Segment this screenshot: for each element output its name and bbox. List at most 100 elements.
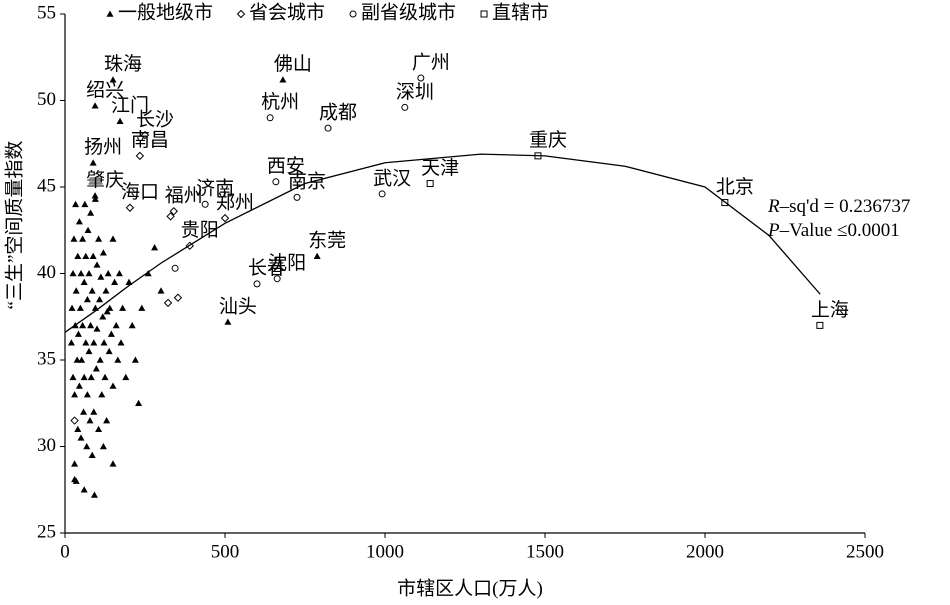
- marker-triangle: [112, 321, 120, 329]
- marker-triangle: [91, 304, 99, 311]
- marker-triangle: [80, 486, 88, 493]
- marker-triangle: [313, 252, 321, 259]
- marker-triangle: [91, 195, 99, 202]
- marker-triangle: [125, 278, 133, 285]
- legend-label: 一般地级市: [118, 1, 213, 23]
- marker-triangle: [70, 235, 78, 242]
- marker-triangle: [77, 434, 85, 441]
- marker-triangle: [79, 321, 87, 329]
- point-label: 珠海: [104, 53, 142, 75]
- marker-diamond: [220, 213, 230, 223]
- marker-triangle: [144, 270, 152, 277]
- marker-triangle: [71, 391, 79, 398]
- annotation: P–Value ≤0.0001: [767, 220, 900, 241]
- legend-label: 省会城市: [249, 1, 325, 23]
- y-tick-label: 35: [37, 348, 56, 369]
- marker-triangle: [157, 287, 165, 294]
- marker-diamond: [140, 130, 150, 140]
- marker-triangle: [80, 278, 88, 285]
- marker-circle: [201, 200, 209, 208]
- point-label: 肇庆: [86, 169, 124, 191]
- point-label: 西安: [267, 155, 305, 177]
- annotation-italic: P: [767, 220, 780, 241]
- marker-triangle: [85, 347, 93, 355]
- marker-triangle: [87, 321, 95, 329]
- marker-triangle: [93, 261, 101, 268]
- marker-triangle: [82, 252, 90, 259]
- marker-triangle: [77, 270, 85, 277]
- marker-square: [816, 321, 824, 329]
- marker-triangle: [90, 408, 98, 415]
- marker-triangle: [100, 339, 108, 346]
- point-label: 济南: [196, 178, 234, 200]
- x-tick-label: 0: [60, 541, 70, 562]
- marker-triangle: [76, 304, 84, 311]
- y-tick-label: 40: [37, 262, 56, 283]
- annotation-italic: R: [767, 196, 780, 217]
- y-tick-label: 30: [37, 435, 56, 456]
- marker-triangle: [115, 270, 123, 277]
- marker-triangle: [85, 270, 93, 277]
- point-label: 深圳: [396, 81, 434, 103]
- marker-triangle: [68, 304, 76, 311]
- y-axis-label: “三生”空间质量指数: [3, 141, 25, 310]
- marker-triangle: [96, 295, 104, 303]
- marker-triangle: [93, 325, 101, 332]
- marker-triangle: [131, 356, 139, 363]
- point-label: 长沙: [136, 108, 174, 130]
- marker-triangle: [128, 321, 136, 329]
- y-tick-label: 50: [37, 89, 56, 110]
- marker-triangle: [95, 235, 103, 242]
- marker-circle: [324, 124, 332, 132]
- marker-triangle: [117, 339, 125, 346]
- y-tick-label: 45: [37, 175, 56, 196]
- marker-triangle: [122, 373, 130, 381]
- marker-triangle: [90, 491, 98, 498]
- annotation: R–sq'd = 0.236737: [767, 196, 910, 217]
- point-label: 福州: [165, 185, 203, 207]
- marker-triangle: [82, 339, 90, 346]
- point-label: 郑州: [216, 191, 254, 213]
- y-tick-label: 55: [37, 2, 56, 23]
- point-label: 海口: [121, 181, 159, 203]
- marker-triangle: [103, 417, 111, 424]
- marker-triangle: [104, 270, 112, 277]
- point-label: 成都: [319, 102, 357, 124]
- marker-triangle: [80, 373, 88, 381]
- marker-triangle: [114, 356, 122, 363]
- point-label: 重庆: [529, 129, 567, 151]
- marker-triangle: [95, 425, 103, 432]
- marker-triangle: [98, 391, 106, 398]
- annotation-text: –sq'd = 0.236737: [779, 196, 911, 217]
- point-label: 贵阳: [181, 219, 219, 241]
- x-tick-label: 500: [211, 541, 240, 562]
- marker-triangle: [81, 200, 89, 208]
- marker-triangle: [91, 102, 99, 109]
- marker-triangle: [71, 321, 79, 329]
- point-label: 天津: [421, 157, 459, 179]
- point-label: 扬州: [84, 136, 122, 158]
- fit-curve: [64, 153, 821, 333]
- marker-triangle: [99, 313, 107, 320]
- marker-triangle: [74, 252, 82, 259]
- marker-diamond: [169, 207, 179, 216]
- marker-circle: [253, 280, 261, 288]
- marker-triangle: [75, 382, 83, 389]
- marker-triangle: [107, 330, 115, 337]
- point-label: 武汉: [373, 167, 411, 189]
- marker-square: [534, 152, 542, 160]
- marker-triangle: [88, 451, 96, 458]
- point-label: 南昌: [131, 129, 169, 151]
- marker-triangle: [71, 460, 79, 467]
- marker-triangle: [109, 460, 117, 467]
- marker-square: [721, 199, 729, 207]
- marker-triangle: [105, 347, 113, 355]
- marker-triangle: [83, 443, 91, 450]
- marker-circle: [266, 114, 274, 122]
- marker-triangle: [106, 304, 114, 311]
- point-label: 上海: [811, 299, 849, 321]
- marker-diamond: [166, 212, 175, 221]
- marker-triangle: [97, 273, 105, 280]
- x-tick-label: 1000: [366, 541, 404, 562]
